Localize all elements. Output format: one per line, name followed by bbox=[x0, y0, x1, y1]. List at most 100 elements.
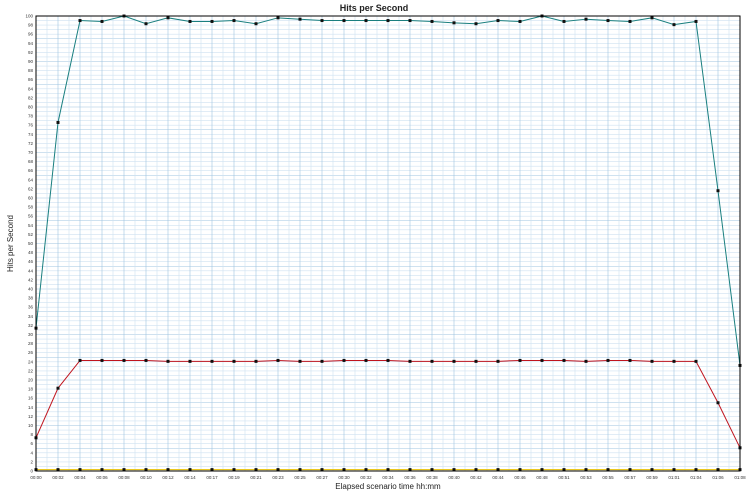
x-tick-label: 00:53 bbox=[580, 475, 592, 480]
y-tick-label: 16 bbox=[28, 396, 34, 401]
y-tick-label: 98 bbox=[28, 23, 34, 28]
series-2-point bbox=[651, 360, 654, 363]
x-tick-label: 00:19 bbox=[228, 475, 240, 480]
y-tick-label: 42 bbox=[28, 277, 34, 282]
y-tick-label: 10 bbox=[28, 423, 34, 428]
y-axis-title: Hits per Second bbox=[6, 215, 15, 272]
y-tick-label: 40 bbox=[28, 287, 34, 292]
series-2-point bbox=[431, 360, 434, 363]
series-1-point bbox=[651, 16, 654, 19]
series-2-point bbox=[123, 359, 126, 362]
y-tick-label: 30 bbox=[28, 332, 34, 337]
series-2-point bbox=[475, 360, 478, 363]
series-2-point bbox=[321, 360, 324, 363]
series-2-point bbox=[629, 359, 632, 362]
series-1-point bbox=[629, 20, 632, 23]
x-tick-label: 01:01 bbox=[668, 475, 680, 480]
series-2-point bbox=[717, 401, 720, 404]
x-tick-label: 00:55 bbox=[602, 475, 614, 480]
y-tick-label: 34 bbox=[28, 314, 34, 319]
x-tick-label: 00:44 bbox=[492, 475, 504, 480]
x-tick-label: 00:12 bbox=[162, 475, 174, 480]
y-tick-label: 24 bbox=[28, 359, 34, 364]
series-2-point bbox=[497, 360, 500, 363]
x-tick-label: 00:04 bbox=[74, 475, 86, 480]
series-1-point bbox=[167, 16, 170, 19]
series-2-point bbox=[519, 359, 522, 362]
series-2-point bbox=[101, 359, 104, 362]
series-1-point bbox=[585, 18, 588, 21]
x-tick-label: 00:59 bbox=[646, 475, 658, 480]
y-tick-label: 38 bbox=[28, 296, 34, 301]
series-1-point bbox=[453, 21, 456, 24]
series-1-point bbox=[673, 23, 676, 26]
y-tick-label: 100 bbox=[25, 14, 33, 19]
series-2-point bbox=[563, 359, 566, 362]
series-2-point bbox=[541, 359, 544, 362]
y-tick-label: 76 bbox=[28, 123, 34, 128]
series-2-point bbox=[145, 359, 148, 362]
series-1-point bbox=[343, 19, 346, 22]
x-tick-label: 00:10 bbox=[140, 475, 152, 480]
x-tick-label: 00:27 bbox=[316, 475, 328, 480]
y-tick-label: 66 bbox=[28, 168, 34, 173]
y-tick-labels: 0246810121416182022242628303234363840424… bbox=[25, 14, 33, 474]
y-tick-label: 0 bbox=[30, 469, 33, 474]
series-2-point bbox=[585, 360, 588, 363]
series-1-point bbox=[233, 19, 236, 22]
y-tick-label: 32 bbox=[28, 323, 34, 328]
y-tick-label: 86 bbox=[28, 77, 34, 82]
series-2-point bbox=[233, 360, 236, 363]
x-tick-label: 00:23 bbox=[272, 475, 284, 480]
x-tick-label: 00:36 bbox=[404, 475, 416, 480]
series-2-point bbox=[409, 360, 412, 363]
series-2-point bbox=[79, 359, 82, 362]
series-1-point bbox=[409, 19, 412, 22]
x-axis-title: Elapsed scenario time hh:mm bbox=[335, 482, 441, 491]
x-tick-label: 01:06 bbox=[712, 475, 724, 480]
x-tick-label: 00:08 bbox=[118, 475, 130, 480]
x-tick-label: 01:08 bbox=[734, 475, 746, 480]
series-2-point bbox=[167, 360, 170, 363]
y-tick-label: 20 bbox=[28, 378, 34, 383]
x-tick-label: 00:17 bbox=[206, 475, 218, 480]
x-tick-label: 00:46 bbox=[514, 475, 526, 480]
series-1-point bbox=[365, 19, 368, 22]
x-tick-label: 00:25 bbox=[294, 475, 306, 480]
series-1-point bbox=[299, 18, 302, 21]
y-tick-label: 64 bbox=[28, 177, 34, 182]
y-tick-label: 44 bbox=[28, 268, 34, 273]
series-1-point bbox=[101, 20, 104, 23]
x-tick-labels: 00:00 00:02 00:04 00:06 00:08 00:10 00:12 00:14… bbox=[30, 475, 746, 480]
y-tick-label: 62 bbox=[28, 186, 34, 191]
y-tick-label: 18 bbox=[28, 387, 34, 392]
series-1-point bbox=[211, 20, 214, 23]
series-1-point bbox=[717, 189, 720, 192]
y-tick-label: 52 bbox=[28, 232, 34, 237]
series-2-point bbox=[673, 360, 676, 363]
series-2-point bbox=[211, 360, 214, 363]
series-1-point bbox=[519, 20, 522, 23]
series-2-point bbox=[695, 360, 698, 363]
y-tick-label: 90 bbox=[28, 59, 34, 64]
y-tick-label: 68 bbox=[28, 159, 34, 164]
series-2-point bbox=[57, 387, 60, 390]
y-tick-label: 78 bbox=[28, 114, 34, 119]
y-tick-label: 88 bbox=[28, 68, 34, 73]
x-tick-label: 00:14 bbox=[184, 475, 196, 480]
series-2-point bbox=[343, 359, 346, 362]
series-2-point bbox=[365, 359, 368, 362]
y-tick-label: 26 bbox=[28, 350, 34, 355]
y-tick-label: 14 bbox=[28, 405, 34, 410]
series-1-point bbox=[387, 19, 390, 22]
series-1-point bbox=[145, 22, 148, 25]
y-tick-label: 80 bbox=[28, 105, 34, 110]
series-1-point bbox=[321, 19, 324, 22]
series-1-point bbox=[563, 20, 566, 23]
series-2-point bbox=[299, 360, 302, 363]
y-tick-label: 28 bbox=[28, 341, 34, 346]
series-1-point bbox=[255, 22, 258, 25]
y-tick-label: 84 bbox=[28, 86, 34, 91]
x-tick-label: 01:04 bbox=[690, 475, 702, 480]
